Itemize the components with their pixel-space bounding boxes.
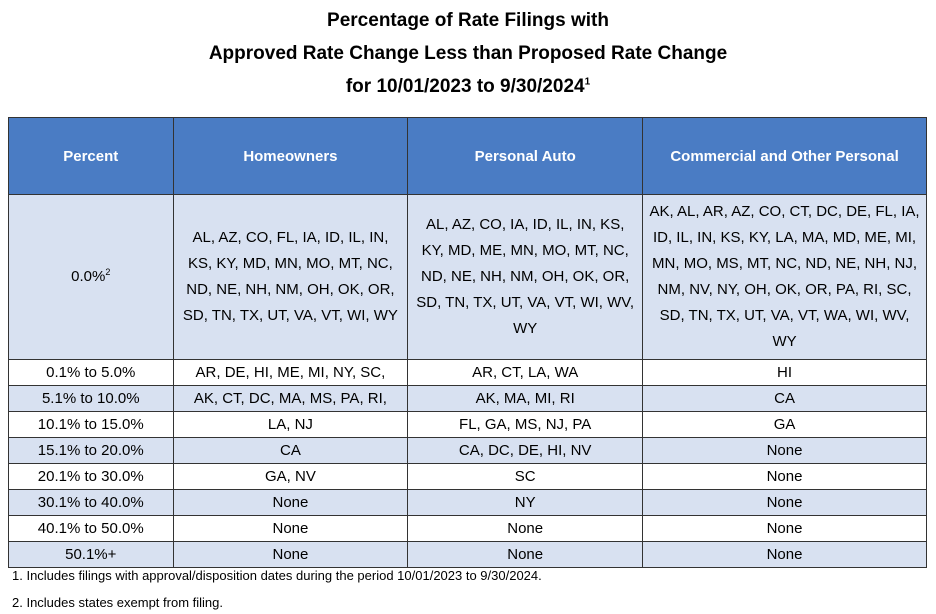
homeowners-cell: None (172, 515, 409, 542)
table-row: 40.1% to 50.0% None None None (8, 515, 927, 542)
personal-auto-cell: AK, MA, MI, RI (407, 385, 644, 412)
title-line-3-text: for 10/01/2023 to 9/30/2024 (345, 76, 585, 97)
table-row: 20.1% to 30.0% GA, NV SC None (8, 463, 927, 490)
table-row: 50.1%+ None None None (8, 541, 927, 568)
percent-footnote-marker: 2 (105, 267, 111, 277)
title-line-1: Percentage of Rate Filings with (327, 10, 609, 31)
title-line-3: for 10/01/2023 to 9/30/20241 (0, 70, 936, 103)
rate-filings-table: Percent Homeowners Personal Auto Commerc… (8, 117, 927, 568)
percent-cell: 20.1% to 30.0% (8, 463, 174, 490)
commercial-cell: None (642, 515, 927, 542)
footnote-2: 2. Includes states exempt from filing. (12, 595, 223, 610)
percent-cell: 15.1% to 20.0% (8, 437, 174, 464)
header-personal-auto: Personal Auto (407, 117, 644, 195)
percent-cell: 10.1% to 15.0% (8, 411, 174, 438)
homeowners-cell: None (172, 489, 409, 516)
homeowners-cell: AL, AZ, CO, FL, IA, ID, IL, IN, KS, KY, … (172, 194, 409, 360)
commercial-cell: None (642, 489, 927, 516)
table-row: 0.0%2 AL, AZ, CO, FL, IA, ID, IL, IN, KS… (8, 194, 927, 360)
title-line-2: Approved Rate Change Less than Proposed … (208, 43, 728, 64)
percent-value: 0.0% (71, 268, 106, 285)
footnote-1: 1. Includes filings with approval/dispos… (12, 568, 542, 583)
commercial-cell: AK, AL, AR, AZ, CO, CT, DC, DE, FL, IA, … (642, 194, 927, 360)
table-row: 15.1% to 20.0% CA CA, DC, DE, HI, NV Non… (8, 437, 927, 464)
table-row: 30.1% to 40.0% None NY None (8, 489, 927, 516)
personal-auto-cell: None (407, 515, 644, 542)
personal-auto-cell: AR, CT, LA, WA (407, 359, 644, 386)
page-title: Percentage of Rate Filings with Approved… (0, 4, 936, 103)
personal-auto-cell: NY (407, 489, 644, 516)
personal-auto-cell: FL, GA, MS, NJ, PA (407, 411, 644, 438)
commercial-cell: HI (642, 359, 927, 386)
commercial-cell: CA (642, 385, 927, 412)
homeowners-cell: LA, NJ (172, 411, 409, 438)
homeowners-cell: AK, CT, DC, MA, MS, PA, RI, (172, 385, 409, 412)
commercial-cell: GA (642, 411, 927, 438)
table-row: 0.1% to 5.0% AR, DE, HI, ME, MI, NY, SC,… (8, 359, 927, 386)
header-homeowners: Homeowners (172, 117, 409, 195)
percent-cell: 50.1%+ (8, 541, 174, 568)
header-commercial: Commercial and Other Personal (642, 117, 927, 195)
homeowners-cell: CA (172, 437, 409, 464)
title-footnote-marker: 1 (584, 76, 591, 88)
personal-auto-cell: SC (407, 463, 644, 490)
header-percent: Percent (8, 117, 174, 195)
percent-cell: 40.1% to 50.0% (8, 515, 174, 542)
percent-cell: 0.0%2 (8, 194, 174, 360)
table-header-row: Percent Homeowners Personal Auto Commerc… (8, 117, 927, 195)
table-row: 5.1% to 10.0% AK, CT, DC, MA, MS, PA, RI… (8, 385, 927, 412)
commercial-cell: None (642, 437, 927, 464)
homeowners-cell: None (172, 541, 409, 568)
commercial-cell: None (642, 463, 927, 490)
personal-auto-cell: CA, DC, DE, HI, NV (407, 437, 644, 464)
table-row: 10.1% to 15.0% LA, NJ FL, GA, MS, NJ, PA… (8, 411, 927, 438)
personal-auto-cell: AL, AZ, CO, IA, ID, IL, IN, KS, KY, MD, … (407, 194, 644, 360)
percent-cell: 5.1% to 10.0% (8, 385, 174, 412)
homeowners-cell: AR, DE, HI, ME, MI, NY, SC, (172, 359, 409, 386)
commercial-cell: None (642, 541, 927, 568)
personal-auto-cell: None (407, 541, 644, 568)
percent-cell: 0.1% to 5.0% (8, 359, 174, 386)
homeowners-cell: GA, NV (172, 463, 409, 490)
percent-cell: 30.1% to 40.0% (8, 489, 174, 516)
